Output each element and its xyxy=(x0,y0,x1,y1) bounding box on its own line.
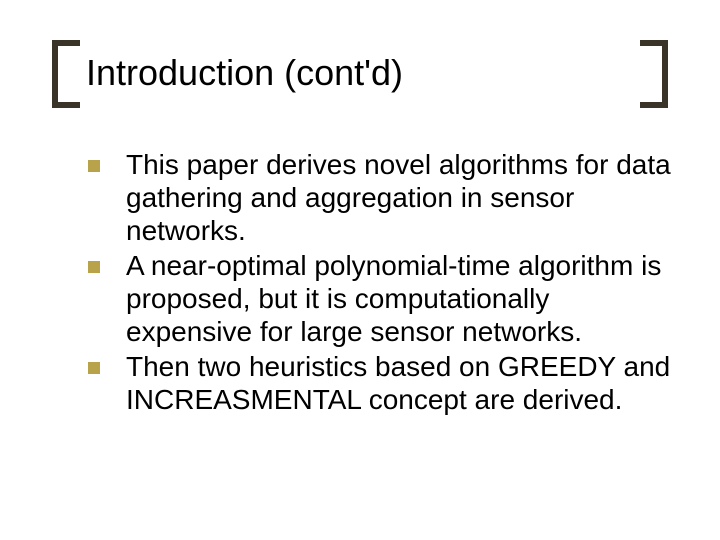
title-container: Introduction (cont'd) xyxy=(52,40,668,108)
slide-title: Introduction (cont'd) xyxy=(86,52,403,94)
list-item: Then two heuristics based on GREEDY and … xyxy=(88,350,672,416)
bullet-text: Then two heuristics based on GREEDY and … xyxy=(126,350,672,416)
slide: Introduction (cont'd) This paper derives… xyxy=(0,0,720,540)
square-bullet-icon xyxy=(88,160,100,172)
square-bullet-icon xyxy=(88,261,100,273)
list-item: A near-optimal polynomial-time algorithm… xyxy=(88,249,672,348)
slide-body: This paper derives novel algorithms for … xyxy=(88,148,672,418)
bracket-right-icon xyxy=(640,40,668,108)
bullet-text: This paper derives novel algorithms for … xyxy=(126,148,672,247)
square-bullet-icon xyxy=(88,362,100,374)
list-item: This paper derives novel algorithms for … xyxy=(88,148,672,247)
bullet-text: A near-optimal polynomial-time algorithm… xyxy=(126,249,672,348)
bracket-left-icon xyxy=(52,40,80,108)
